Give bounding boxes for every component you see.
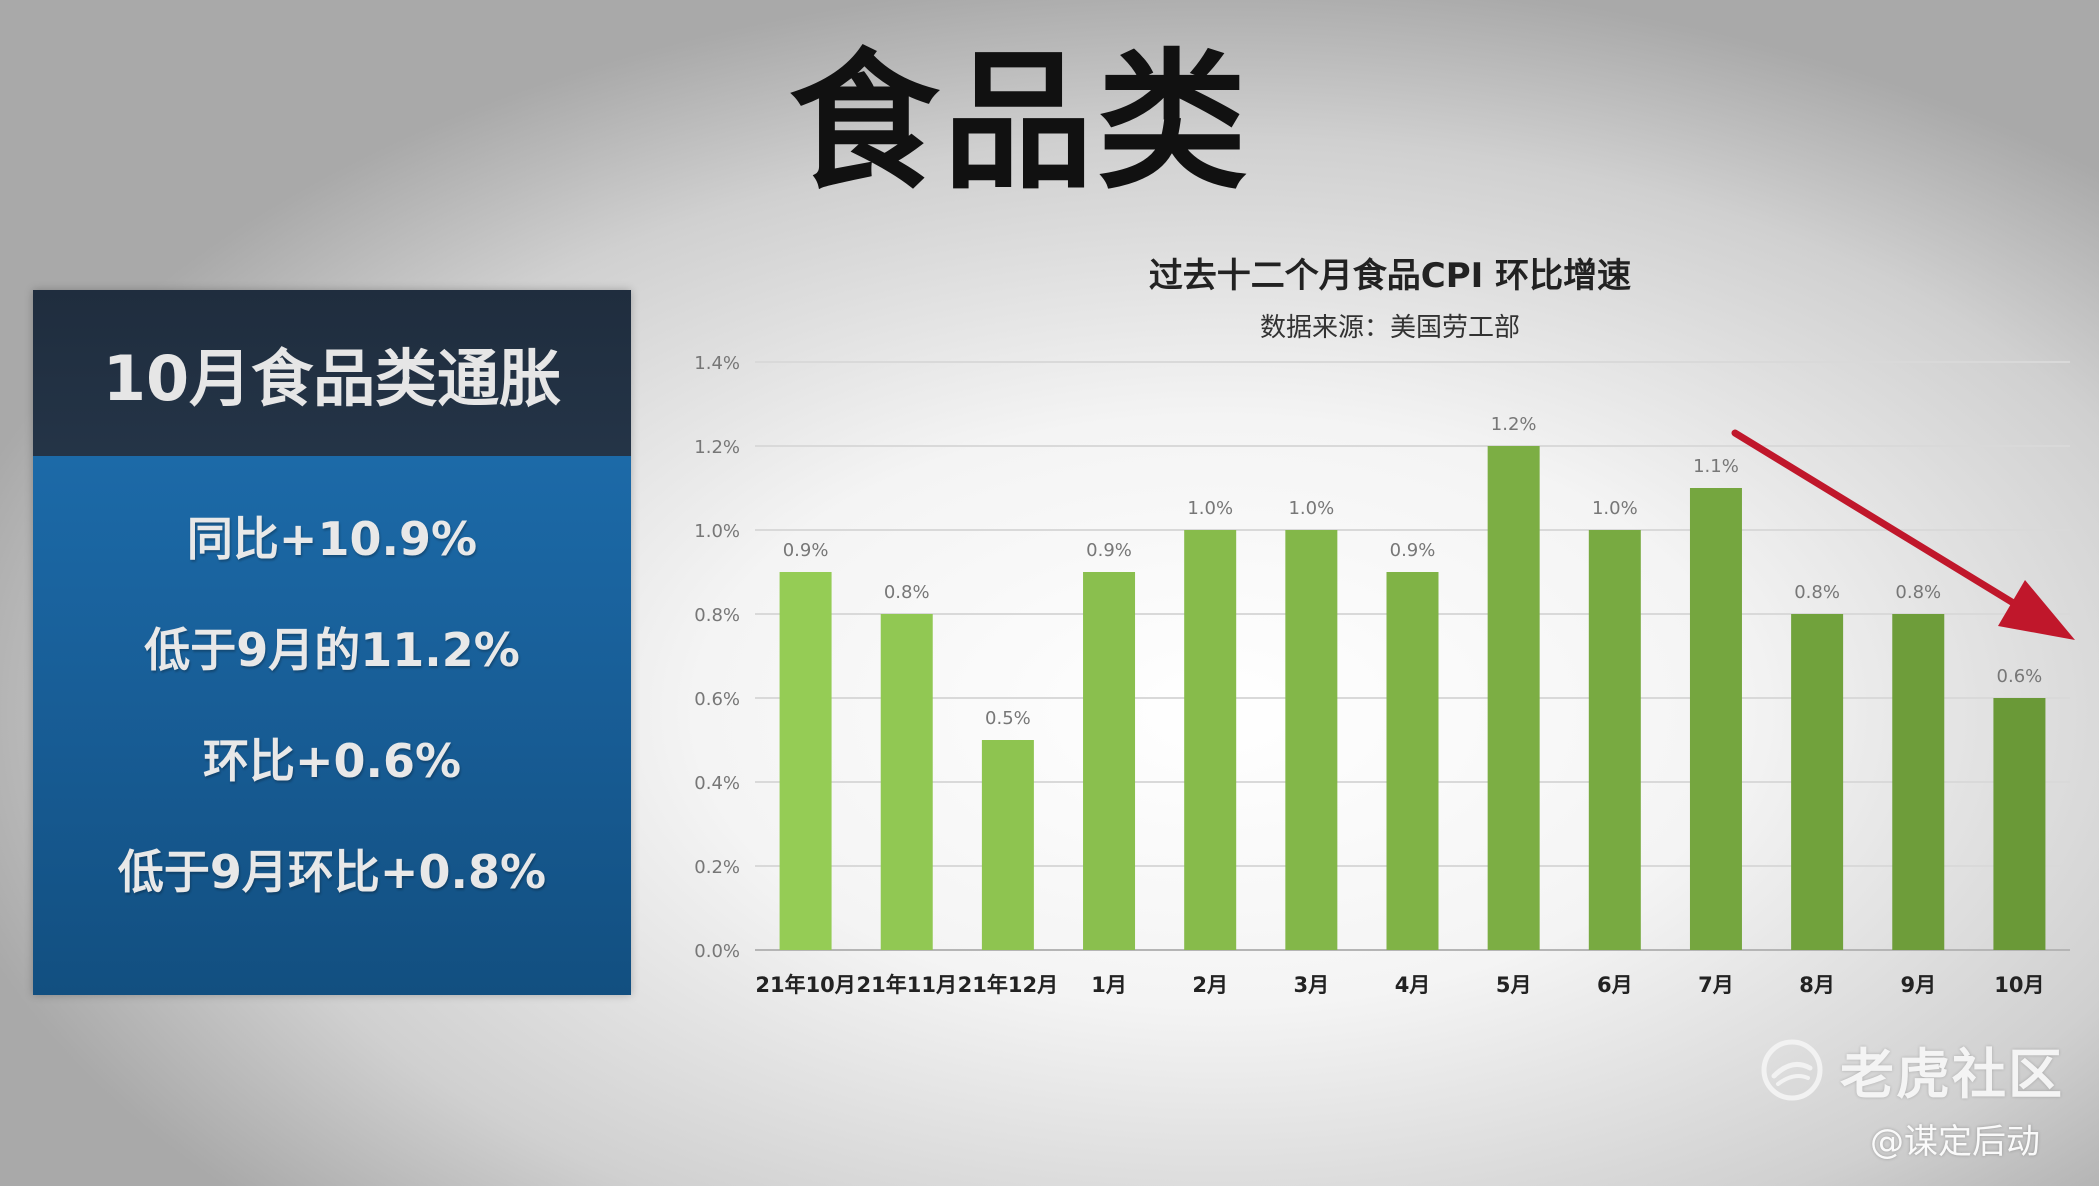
x-tick-label: 8月 <box>1799 973 1835 997</box>
bar <box>1285 530 1338 950</box>
main-title: 食品类 <box>788 36 1251 210</box>
bar-data-label: 0.8% <box>1794 582 1840 603</box>
bar <box>1386 572 1439 950</box>
bar-data-label: 0.6% <box>1997 666 2043 687</box>
x-tick-label: 10月 <box>1994 973 2044 997</box>
y-tick-label: 1.2% <box>694 437 740 458</box>
bar <box>1487 446 1540 950</box>
bar <box>1892 614 1945 950</box>
y-tick-label: 0.8% <box>694 605 740 626</box>
x-tick-label: 5月 <box>1496 973 1532 997</box>
tiger-logo-icon <box>1761 1039 1823 1100</box>
summary-line-yoy-compare: 低于9月的11.2% <box>144 623 520 677</box>
watermark-logo: 老虎社区 <box>1760 1030 2064 1109</box>
x-tick-label: 21年10月 <box>755 973 855 997</box>
bar <box>779 572 832 950</box>
y-tick-label: 1.0% <box>694 521 740 542</box>
bar <box>1689 488 1742 950</box>
bar <box>1993 698 2046 950</box>
bar <box>1083 572 1136 950</box>
summary-line-yoy: 同比+10.9% <box>186 512 478 566</box>
trend-arrow-head-icon <box>1998 580 2075 640</box>
x-tick-label: 7月 <box>1698 973 1734 997</box>
trend-arrow-line <box>1731 429 2019 608</box>
x-tick-label: 9月 <box>1900 973 1936 997</box>
watermark-handle: @谋定后动 <box>1870 1122 2040 1162</box>
summary-line-mom: 环比+0.6% <box>202 734 462 788</box>
bar-data-label: 1.1% <box>1693 456 1739 477</box>
x-tick-label: 6月 <box>1597 973 1633 997</box>
bar-data-label: 1.0% <box>1288 498 1334 519</box>
watermark-brand: 老虎社区 <box>1840 1043 2064 1106</box>
chart-title: 过去十二个月食品CPI 环比增速 <box>1148 256 1632 296</box>
y-tick-label: 0.4% <box>694 773 740 794</box>
bar <box>880 614 933 950</box>
bar <box>981 740 1034 950</box>
summary-line-mom-compare: 低于9月环比+0.8% <box>117 845 547 899</box>
x-tick-label: 4月 <box>1395 973 1431 997</box>
bar-data-label: 1.2% <box>1491 414 1537 435</box>
bar <box>1184 530 1237 950</box>
summary-panel-body: 同比+10.9% 低于9月的11.2% 环比+0.6% 低于9月环比+0.8% <box>33 456 631 995</box>
y-tick-label: 0.6% <box>694 689 740 710</box>
y-tick-label: 0.0% <box>694 941 740 962</box>
chart-subtitle: 数据来源：美国劳工部 <box>1259 313 1520 343</box>
x-tick-label: 21年12月 <box>958 973 1058 997</box>
bar-data-label: 0.9% <box>783 540 829 561</box>
bar <box>1791 614 1844 950</box>
bar-data-label: 0.8% <box>884 582 930 603</box>
bar-data-label: 1.0% <box>1592 498 1638 519</box>
x-tick-label: 2月 <box>1192 973 1228 997</box>
bar-data-label: 0.9% <box>1086 540 1132 561</box>
y-tick-label: 1.4% <box>694 353 740 374</box>
bar <box>1588 530 1641 950</box>
summary-panel-header: 10月食品类通胀 <box>33 290 631 456</box>
x-tick-label: 21年11月 <box>857 973 957 997</box>
bar-data-label: 0.5% <box>985 708 1031 729</box>
bar-data-label: 1.0% <box>1187 498 1233 519</box>
summary-panel: 10月食品类通胀 同比+10.9% 低于9月的11.2% 环比+0.6% 低于9… <box>33 290 631 995</box>
bar-data-label: 0.9% <box>1390 540 1436 561</box>
bar-data-label: 0.8% <box>1895 582 1941 603</box>
y-tick-label: 0.2% <box>694 857 740 878</box>
x-tick-label: 1月 <box>1091 973 1127 997</box>
x-tick-label: 3月 <box>1294 973 1330 997</box>
